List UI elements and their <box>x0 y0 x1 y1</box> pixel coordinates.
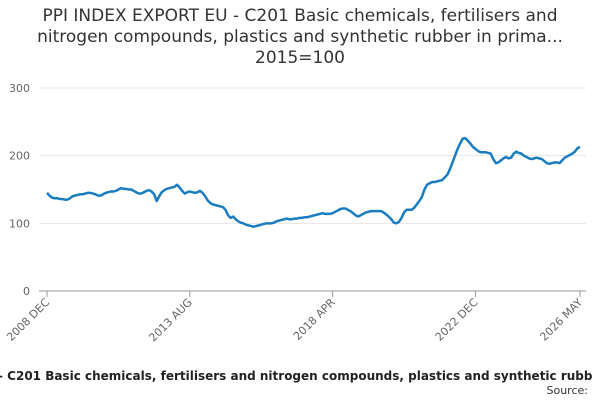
y-tick-label: 0 <box>23 285 30 298</box>
chart-title: PPI INDEX EXPORT EU - C201 Basic chemica… <box>37 6 563 68</box>
y-tick-label: 300 <box>9 82 30 95</box>
y-tick-label: 200 <box>9 150 30 163</box>
x-tick-label: 2022 DEC <box>433 296 481 344</box>
y-tick-label: 100 <box>9 217 30 230</box>
legend-label: - C201 Basic chemicals, fertilisers and … <box>0 369 593 383</box>
x-tick-label: 2026 MAY <box>537 296 585 344</box>
x-tick-label: 2008 DEC <box>4 296 52 344</box>
x-tick-label: 2018 APR <box>291 296 338 343</box>
x-tick-label: 2013 AUG <box>146 296 195 345</box>
source: Source: <box>547 384 589 397</box>
data-line <box>46 136 581 228</box>
